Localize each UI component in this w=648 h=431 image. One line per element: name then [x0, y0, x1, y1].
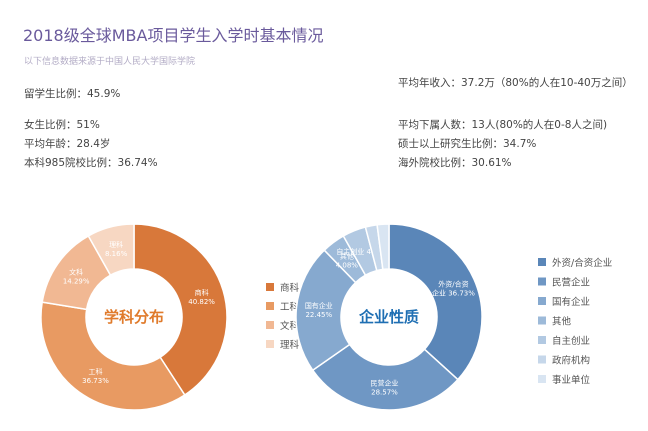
industry-legend-label-0: 外资/合资企业 — [552, 257, 612, 269]
subject-slice-label-0: 商科 40.82% — [188, 288, 215, 306]
subject-legend-swatch-2 — [266, 321, 274, 329]
industry-legend-label-3: 其他 — [552, 316, 572, 328]
stat-985-ratio: 本科985院校比例：36.74% — [24, 157, 158, 169]
industry-legend-label-2: 国有企业 — [552, 296, 590, 308]
industry-legend-swatch-6 — [538, 375, 546, 383]
industry-legend-swatch-0 — [538, 258, 546, 266]
stat-avg-income: 平均年收入：37.2万（80%的人在10-40万之间） — [398, 77, 633, 89]
stat-female-ratio: 女生比例：51% — [24, 119, 100, 131]
industry-legend-swatch-5 — [538, 355, 546, 364]
industry-legend-swatch-2 — [538, 297, 546, 305]
industry-slice-label-2: 国有企业 22.45% — [305, 301, 333, 319]
stat-overseas-ratio: 海外院校比例：30.61% — [398, 157, 512, 169]
stat-avg-age: 平均年龄：28.4岁 — [24, 138, 111, 150]
subject-legend-label-0: 商科 — [280, 282, 300, 294]
industry-legend-swatch-3 — [538, 316, 546, 325]
stat-avg-subordinates: 平均下属人数：13人(80%的人在0-8人之间) — [398, 119, 608, 131]
industry-slice-0 — [388, 223, 483, 381]
stat-intl-ratio: 留学生比例：45.9% — [24, 88, 121, 100]
industry-legend-swatch-1 — [538, 277, 546, 286]
industry-slice-label-3: 其他 4.08% — [336, 251, 359, 269]
industry-center-title: 企业性质 — [358, 308, 419, 326]
subject-legend-swatch-3 — [266, 340, 274, 348]
industry-slice-2 — [295, 249, 357, 372]
subject-slice-label-1: 工科 36.73% — [82, 367, 109, 385]
industry-slice-label-4: 自主创业 4.08% — [336, 247, 389, 256]
industry-slice-label-0: 外资/合资企业 36.73% — [432, 279, 475, 297]
subject-legend-label-3: 理科 — [280, 339, 300, 351]
subject-center-title: 学科分布 — [104, 308, 164, 326]
page-title: 2018级全球MBA项目学生入学时基本情况 — [23, 26, 324, 45]
subject-legend-swatch-1 — [266, 302, 274, 310]
industry-slice-label-1: 民营企业 28.57% — [370, 378, 398, 396]
subject-slice-1 — [40, 301, 186, 411]
subject-slice-label-3: 理科 8.16% — [105, 240, 128, 258]
industry-legend-label-4: 自主创业 — [552, 335, 590, 347]
industry-slice-1 — [311, 343, 459, 411]
subject-slice-3 — [87, 223, 135, 277]
stat-master-ratio: 硕士以上研究生比例：34.7% — [398, 138, 537, 150]
subject-legend-swatch-0 — [266, 283, 274, 291]
page-subtitle: 以下信息数据来源于中国人民大学国际学院 — [24, 57, 196, 67]
industry-legend-label-6: 事业单位 — [552, 374, 591, 386]
industry-legend-swatch-4 — [538, 336, 546, 344]
subject-legend-label-2: 文科 — [280, 320, 300, 332]
subject-slice-0 — [133, 223, 228, 396]
subject-legend-label-1: 工科 — [280, 301, 300, 313]
subject-slice-label-2: 文科 14.29% — [63, 268, 90, 286]
industry-slice-6 — [376, 223, 390, 271]
industry-legend-label-1: 民营企业 — [552, 277, 590, 289]
industry-legend-label-5: 政府机构 — [552, 355, 590, 367]
